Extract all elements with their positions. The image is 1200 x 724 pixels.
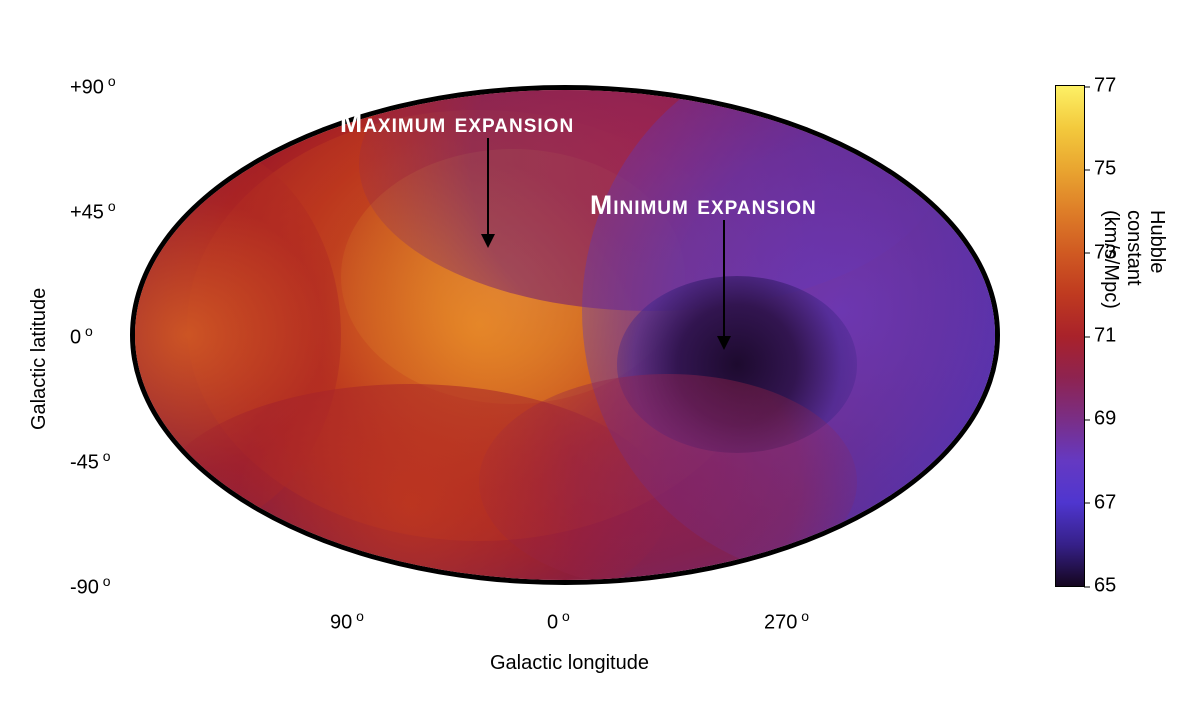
y-tick--45: -45 o [70,448,111,475]
arrow-min-expansion [723,220,725,348]
x-tick-0: 0 o [547,608,570,635]
colorbar-tick-75: 75 [1084,158,1116,181]
hubble-sky-map-figure: +90 o +45 o 0 o -45 o -90 o Galactic latitud… [0,0,1200,724]
colorbar-tick-67: 67 [1084,491,1116,514]
y-tick-0: 0 o [70,323,93,350]
colorbar: 77757371696765 [1055,85,1085,587]
annotation-max-expansion: Maximum expansion [340,108,574,139]
heat-region-lower-right-mag [479,374,857,585]
arrow-max-expansion [487,138,489,246]
y-tick-45: +45 o [70,198,116,225]
y-tick--90: -90 o [70,573,111,600]
x-tick-270: 270 o [764,608,809,635]
mollweide-ellipse [130,85,1000,585]
colorbar-tick-71: 71 [1084,325,1116,348]
colorbar-tick-69: 69 [1084,408,1116,431]
annotation-min-expansion: Minimum expansion [590,190,817,221]
y-tick-90: +90 o [70,73,116,100]
y-axis-label: Galactic latitude [28,288,51,430]
colorbar-tick-77: 77 [1084,75,1116,98]
x-tick-90: 90 o [330,608,364,635]
x-axis-label: Galactic longitude [490,652,649,675]
colorbar-tick-65: 65 [1084,575,1116,598]
colorbar-label: Hubble constant (km/s/Mpc) [1099,210,1168,309]
